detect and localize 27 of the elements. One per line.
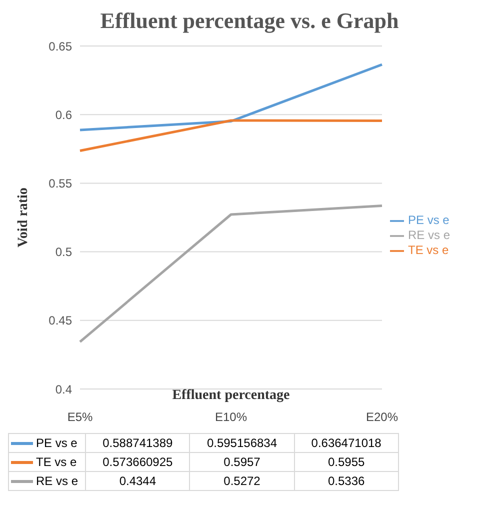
data-label: 0.5955	[294, 452, 398, 472]
x-axis-title: Effluent percentage	[172, 388, 290, 403]
x-tick-label: E5%	[67, 410, 93, 424]
data-label: 0.588741389	[86, 434, 190, 452]
chart-title: Effluent percentage vs. e Graph	[99, 8, 400, 35]
legend-label: PE vs e	[408, 213, 450, 228]
y-tick-label: 0.4	[55, 382, 72, 396]
text: PE vs e	[36, 436, 78, 450]
y-tick-label: 0.5	[55, 245, 72, 260]
data-label: 0.595156834	[190, 434, 294, 452]
data-label: 0.5336	[294, 472, 398, 490]
y-tick-label: 0.65	[48, 39, 72, 54]
text: TE vs e	[36, 455, 77, 469]
data-label: 0.5272	[190, 472, 294, 490]
y-tick-label: 0.45	[48, 314, 72, 328]
y-tick-label: 0.6	[55, 108, 72, 122]
text: RE vs e	[36, 474, 78, 488]
y-tick-label: 0.55	[48, 176, 72, 190]
x-tick-label: E10%	[214, 410, 248, 424]
data-label: 0.573660925	[86, 452, 190, 472]
legend-label: TE vs e	[408, 242, 449, 257]
data-label: 0.5957	[190, 452, 294, 472]
y-axis-title: Void ratio	[16, 188, 31, 248]
legend-label: RE vs e	[408, 228, 450, 242]
x-tick-label: E20%	[366, 410, 398, 424]
data-label: 0.636471018	[294, 434, 398, 452]
data-label: 0.4344	[86, 472, 190, 490]
